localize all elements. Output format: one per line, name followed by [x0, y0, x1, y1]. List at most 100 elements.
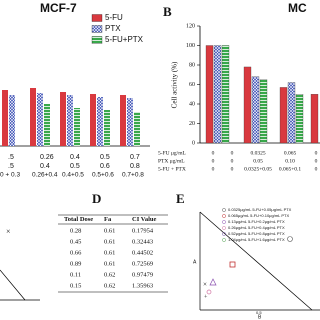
table-cell: 0.61 — [104, 260, 115, 267]
x-tick-label: 0.0325+0.05 — [244, 166, 272, 172]
y-tick-label: 40 — [189, 101, 195, 107]
x-tick-label: 0 — [315, 158, 318, 164]
bar — [243, 66, 252, 144]
x-tick-label: 0.4 — [70, 154, 80, 161]
x-tick-label: 0.7 — [130, 154, 140, 161]
table-cell: 0.61 — [104, 249, 115, 256]
table-cell: 0.61 — [104, 238, 115, 245]
x-tick-label: 0.5+0.6 — [92, 172, 114, 179]
x-tick-label: .5 — [8, 154, 14, 161]
legend-swatch — [91, 25, 103, 33]
table-header: Fa — [104, 216, 112, 223]
x-tick-label: 0 + 0.3 — [0, 172, 20, 179]
panel-label: E — [176, 191, 185, 206]
table-cell: 0.62 — [104, 271, 115, 278]
table-cell: 1.35963 — [132, 282, 153, 289]
svg-text:+: + — [204, 294, 208, 300]
bar — [213, 45, 222, 144]
table-cell: 0.11 — [70, 271, 81, 278]
y-tick-label: 0 — [192, 140, 195, 146]
x-tick-label: 0 — [212, 158, 215, 164]
bar — [310, 94, 319, 144]
panel-title: MCF-7 — [40, 1, 77, 15]
table-cell: 0.97479 — [132, 271, 153, 278]
legend-marker — [222, 220, 226, 224]
tick-label: 0.5 — [256, 310, 262, 315]
x-tick-label: 0 — [231, 166, 234, 172]
table-cell: 0.32443 — [132, 238, 153, 245]
row-label: PTX μg/mL — [158, 158, 185, 164]
panel-label: B — [163, 4, 172, 19]
x-tick-label: 0 — [315, 150, 318, 156]
table-cell: 0.44502 — [132, 249, 153, 256]
x-tick-label: 0.5 — [100, 154, 110, 161]
table-header: Total Dose — [64, 216, 93, 223]
legend-label: 1.04μg/mL 5-FU+1.6μg/mL PTX — [228, 237, 285, 242]
isobologram: × + — [199, 211, 320, 311]
bar — [279, 87, 288, 144]
x-tick-label: 0.6 — [100, 163, 110, 170]
row-label: 5-FU μg/mL — [158, 150, 186, 156]
x-axis-label: B — [258, 314, 262, 320]
table-header: CI Value — [132, 216, 156, 223]
x-tick-label: 0.0325 — [250, 150, 265, 156]
table-cell: 0.89 — [70, 260, 81, 267]
y-axis-label: Cell activity (%) — [171, 61, 179, 108]
x-tick-label: 0.065+0.1 — [279, 166, 302, 172]
legend-marker — [222, 232, 226, 236]
y-tick-label: 100 — [186, 43, 195, 49]
legend-label: PTX — [105, 24, 121, 33]
legend-label: 0.065μg/mL 5-FU+0.10μg/mL PTX — [228, 213, 289, 218]
x-tick-label: 0.05 — [253, 158, 263, 164]
x-tick-label: 0.10 — [285, 158, 295, 164]
bar — [205, 45, 214, 144]
panel-title: MC — [288, 1, 307, 15]
x-tick-label: 0 — [315, 166, 318, 172]
table-cell: 0.61 — [104, 227, 115, 234]
table-cell: 0.17954 — [132, 227, 154, 234]
table-cell: 0.62 — [104, 282, 115, 289]
table-cell: 0.15 — [70, 282, 81, 289]
panel-a-bars — [2, 88, 140, 146]
y-tick-label: 120 — [186, 23, 195, 29]
x-tick-label: .5 — [8, 163, 14, 170]
table-cell: 0.72569 — [132, 260, 153, 267]
x-tick-label: 0 — [212, 150, 215, 156]
x-tick-label: 0 — [212, 166, 215, 172]
x-tick-label: 0.065 — [284, 150, 297, 156]
x-tick-label: 0 — [231, 150, 234, 156]
table-cell: 0.45 — [70, 238, 81, 245]
y-tick-label: 80 — [189, 62, 195, 68]
row-label: 5-FU + PTX — [158, 166, 186, 172]
y-axis-label: A — [193, 259, 197, 265]
x-tick-label: 0.26 — [40, 154, 54, 161]
table-cell: 0.28 — [70, 227, 81, 234]
legend-label: 0.52μg/mL 5-FU+0.8μg/mL PTX — [228, 231, 285, 236]
x-tick-label: 0.8 — [130, 163, 140, 170]
legend-label: 5-FU+PTX — [105, 35, 144, 44]
bar — [259, 79, 268, 144]
svg-text:×: × — [6, 227, 11, 236]
x-tick-label: 0.5 — [70, 163, 80, 170]
legend-marker — [222, 208, 226, 212]
legend-swatch — [91, 14, 103, 22]
bar — [221, 45, 230, 144]
legend-marker — [222, 238, 226, 242]
bar — [295, 94, 304, 144]
y-tick-label: 60 — [189, 82, 195, 88]
legend-label: 0.0325μg/mL 5-FU+0.05μg/mL PTX — [228, 207, 292, 212]
table-cell: 0.66 — [70, 249, 82, 256]
legend-marker — [222, 226, 226, 230]
y-tick-label: 20 — [189, 121, 195, 127]
x-tick-label: 0 — [231, 158, 234, 164]
x-tick-label: 0.26+0.4 — [32, 172, 58, 179]
legend-label: 0.26μg/mL 5-FU+0.4μg/mL PTX — [228, 225, 285, 230]
x-tick-label: 0.7+0.8 — [122, 172, 144, 179]
bar — [251, 76, 260, 144]
legend-marker — [222, 214, 226, 218]
bar — [287, 82, 296, 144]
panel-label: D — [92, 191, 101, 206]
legend-label: 5-FU — [105, 13, 123, 22]
